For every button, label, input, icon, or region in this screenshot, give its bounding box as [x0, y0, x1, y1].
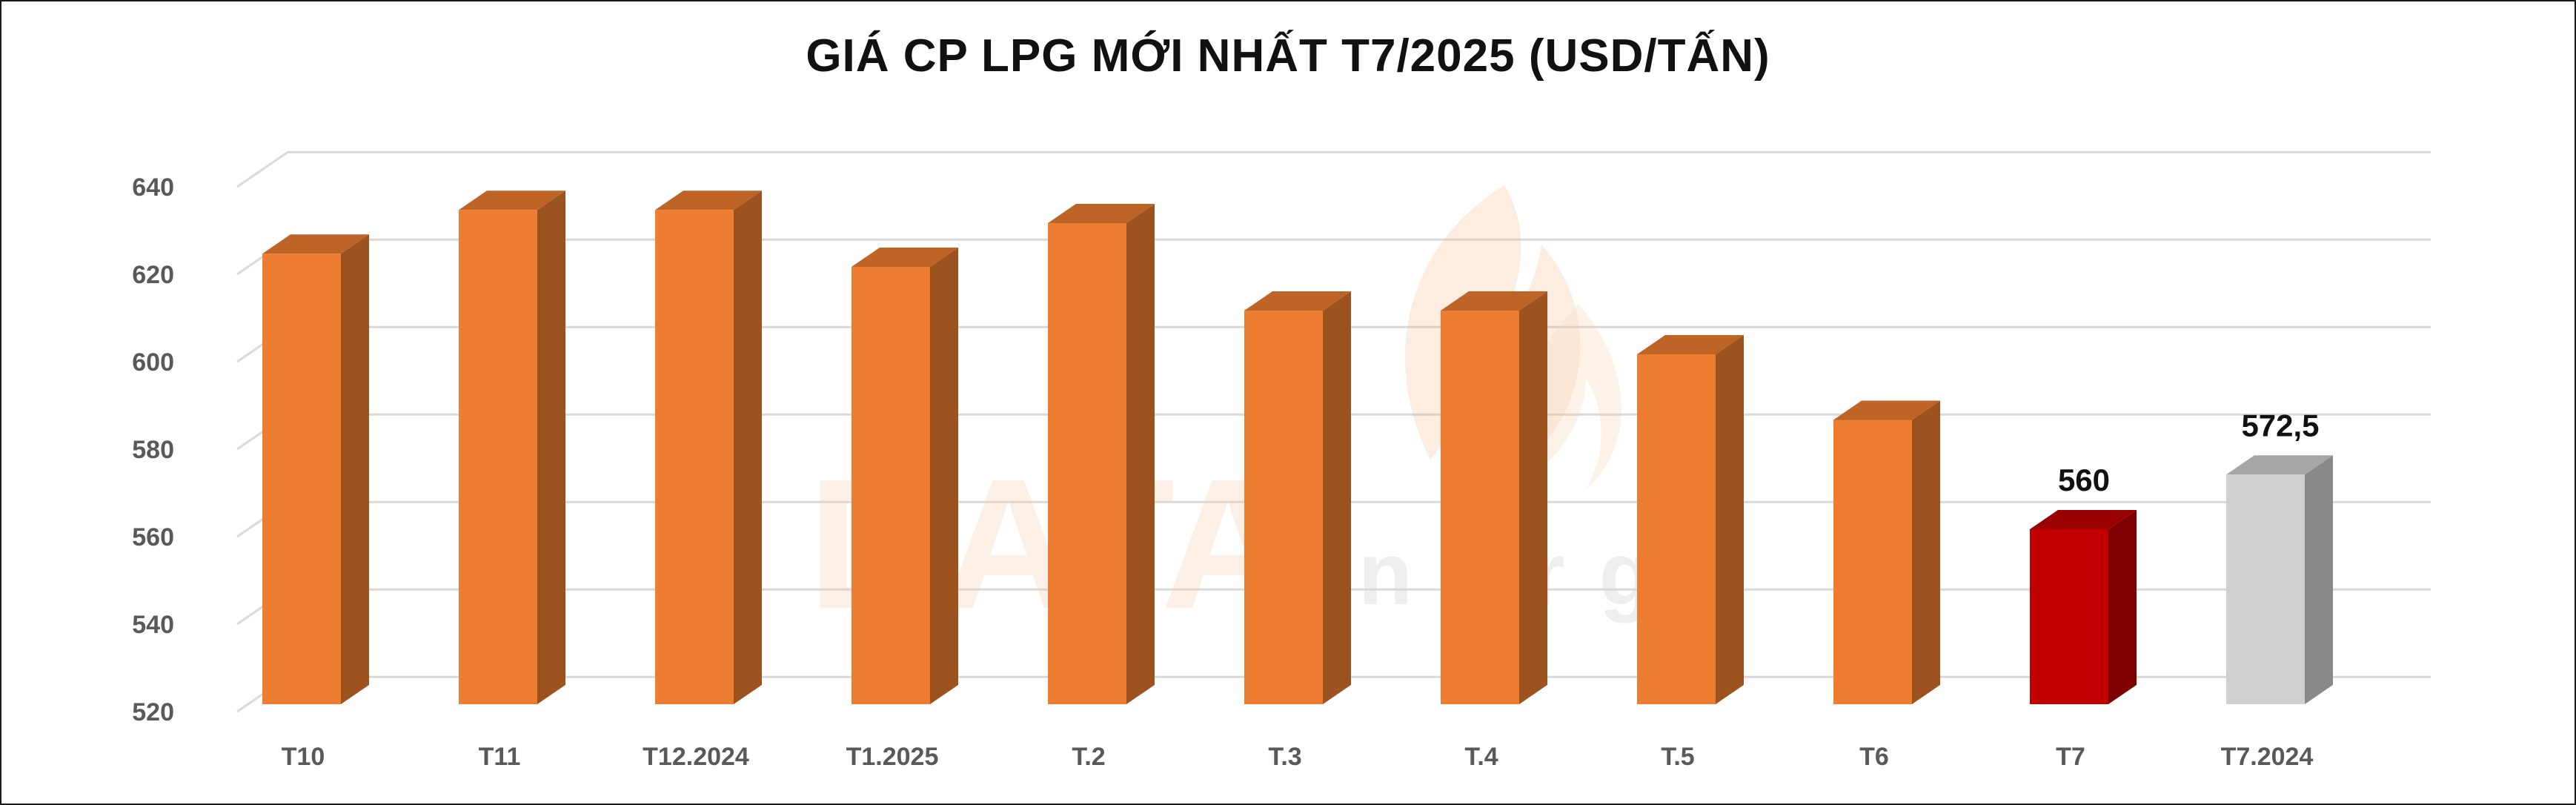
- bar-side: [930, 248, 958, 704]
- y-tick-label: 600: [132, 348, 174, 377]
- y-tick-label: 520: [132, 698, 174, 726]
- bar: [655, 191, 762, 704]
- bar: [2226, 455, 2333, 704]
- data-label: 560: [2058, 463, 2110, 497]
- bar-front: [1637, 354, 1716, 704]
- x-tick-label: T.2: [1072, 743, 1105, 771]
- gridline: [236, 238, 2431, 276]
- bar-top: [1048, 204, 1155, 223]
- bar: [1637, 335, 1744, 704]
- bar-side: [1126, 204, 1155, 704]
- bar-front: [1833, 420, 1912, 704]
- x-tick-label: T.5: [1661, 743, 1694, 771]
- bar: [1048, 204, 1155, 704]
- bar-front: [1441, 311, 1519, 704]
- bar-top: [2030, 510, 2137, 529]
- bar-front: [2226, 474, 2305, 704]
- x-tick-label: T6: [1859, 743, 1889, 771]
- bar-side: [1716, 335, 1744, 704]
- bar-front: [852, 267, 930, 704]
- bar: [1441, 291, 1547, 704]
- bars: [262, 191, 2333, 704]
- x-tick-label: T.3: [1268, 743, 1301, 771]
- x-tick-label: T12.2024: [643, 743, 749, 771]
- bar-front: [262, 254, 341, 704]
- bar-top: [852, 248, 958, 267]
- bar-top: [1637, 335, 1744, 354]
- bar-front: [655, 210, 734, 704]
- bar-top: [262, 234, 369, 254]
- bar-front: [459, 210, 537, 704]
- bar-top: [655, 191, 762, 211]
- bar: [1833, 400, 1940, 704]
- data-label: 572,5: [2241, 408, 2319, 443]
- x-tick-label: T7: [2056, 743, 2085, 771]
- x-tick-label: T.4: [1464, 743, 1498, 771]
- bar-front: [2030, 529, 2108, 704]
- y-tick-label: 540: [132, 611, 174, 639]
- y-tick-label: 640: [132, 173, 174, 202]
- bar: [262, 234, 369, 704]
- x-tick-label: T10: [282, 743, 325, 771]
- bar-side: [1323, 291, 1351, 704]
- x-tick-label: T7.2024: [2221, 743, 2314, 771]
- bar-side: [537, 191, 565, 704]
- chart-title: GIÁ CP LPG MỚI NHẤT T7/2025 (USD/TẤN): [806, 30, 1770, 82]
- x-tick-label: T1.2025: [846, 743, 939, 771]
- bar: [459, 191, 565, 704]
- bar: [852, 248, 958, 704]
- labels: 520 540 560 580 600 620 640 T10 T11 T12.2024 T1.20…: [132, 173, 2319, 771]
- bar-top: [2226, 455, 2333, 475]
- y-tick-label: 580: [132, 436, 174, 464]
- bar: [1244, 291, 1351, 704]
- x-tick-label: T11: [479, 743, 521, 771]
- bar-side: [2305, 455, 2333, 704]
- bar-side: [1519, 291, 1547, 704]
- bar-side: [1912, 400, 1940, 704]
- bar-side: [734, 191, 762, 704]
- bar-top: [1244, 291, 1351, 311]
- bar-front: [1048, 223, 1126, 704]
- bar-top: [1833, 400, 1940, 420]
- bar: [2030, 510, 2137, 704]
- y-tick-label: 620: [132, 261, 174, 289]
- y-tick-label: 560: [132, 523, 174, 551]
- bar-front: [1244, 311, 1323, 704]
- gridline: [236, 150, 2431, 188]
- bar-top: [459, 191, 565, 211]
- bar-side: [341, 234, 369, 704]
- bar-side: [2108, 510, 2137, 704]
- bar-top: [1441, 291, 1547, 311]
